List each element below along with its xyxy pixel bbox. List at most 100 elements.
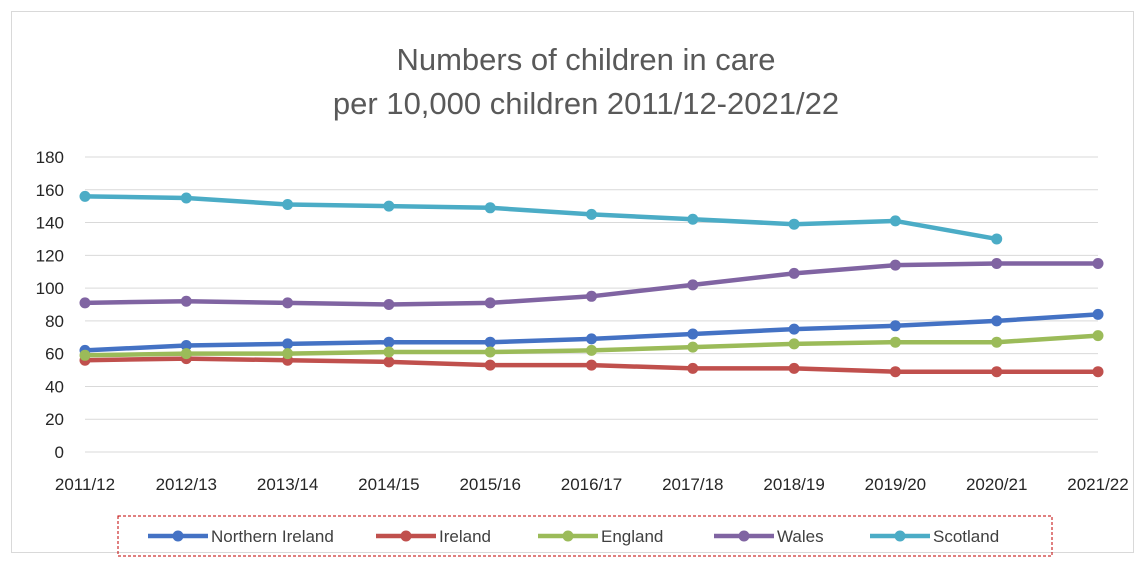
series-layer — [79, 190, 1104, 378]
data-point — [383, 336, 395, 348]
x-tick-label: 2019/20 — [865, 475, 926, 494]
data-point — [889, 366, 901, 378]
legend-swatch-marker — [172, 530, 184, 542]
series-england — [79, 330, 1104, 361]
data-point — [1092, 366, 1104, 378]
chart-title-line-2: per 10,000 children 2011/12-2021/22 — [333, 86, 839, 121]
data-point — [889, 215, 901, 227]
data-point — [586, 290, 597, 302]
legend: Northern Ireland Ireland England Wales Scotl… — [148, 527, 999, 546]
data-point — [687, 279, 699, 291]
data-point — [586, 208, 597, 220]
x-tick-label: 2021/22 — [1067, 475, 1128, 494]
data-point — [991, 258, 1003, 270]
data-point — [991, 366, 1003, 378]
chart-title-line-1: Numbers of children in care — [396, 42, 775, 77]
data-point — [1092, 330, 1104, 342]
series-line — [82, 194, 999, 242]
y-tick-label: 20 — [45, 410, 64, 429]
series-wales — [79, 258, 1104, 310]
series-scotland — [79, 190, 1003, 245]
x-axis-ticks: 2011/12 2012/13 2013/14 2014/15 2015/16 2016/… — [55, 475, 1129, 494]
legend-label: Scotland — [933, 527, 999, 546]
x-tick-label: 2020/21 — [966, 475, 1027, 494]
legend-box — [117, 515, 1053, 557]
data-point — [383, 346, 395, 358]
legend-item: England — [538, 527, 663, 546]
legend-swatch-marker — [894, 530, 906, 542]
data-point — [484, 336, 496, 348]
legend-item: Scotland — [870, 527, 999, 546]
data-point — [788, 362, 800, 374]
data-point — [991, 315, 1003, 327]
data-point — [484, 297, 496, 309]
legend-swatch-marker — [562, 530, 574, 542]
data-point — [889, 259, 901, 271]
x-tick-label: 2017/18 — [662, 475, 723, 494]
legend-item: Wales — [714, 527, 824, 546]
data-point — [889, 336, 901, 348]
x-tick-label: 2011/12 — [55, 475, 115, 494]
x-tick-label: 2014/15 — [358, 475, 419, 494]
y-tick-label: 140 — [36, 214, 64, 233]
legend-swatch-marker — [400, 530, 412, 542]
data-point — [586, 359, 597, 371]
y-tick-label: 40 — [45, 377, 64, 396]
series-ireland — [79, 353, 1104, 378]
data-point — [383, 200, 395, 212]
data-point — [687, 362, 699, 374]
data-point — [180, 192, 192, 204]
data-point — [788, 267, 800, 279]
x-tick-label: 2015/16 — [459, 475, 520, 494]
series-northern-ireland — [79, 308, 1104, 356]
data-point — [586, 333, 597, 345]
legend-item: Northern Ireland — [148, 527, 334, 546]
data-point — [1092, 308, 1104, 320]
legend-swatch-marker — [738, 530, 750, 542]
data-point — [484, 346, 496, 358]
data-point — [79, 190, 91, 202]
legend-label: England — [601, 527, 663, 546]
y-tick-label: 120 — [36, 246, 64, 265]
data-point — [586, 344, 597, 356]
legend-label: Wales — [777, 527, 824, 546]
data-point — [991, 233, 1003, 245]
legend-label: Ireland — [439, 527, 491, 546]
data-point — [180, 339, 192, 351]
data-point — [687, 213, 699, 225]
data-point — [788, 218, 800, 230]
y-tick-label: 60 — [45, 345, 64, 364]
data-point — [889, 320, 901, 332]
data-point — [282, 348, 294, 360]
data-point — [687, 328, 699, 340]
chart-frame — [11, 11, 1134, 553]
grid-layer — [85, 156, 1098, 453]
y-tick-label: 0 — [55, 443, 64, 462]
data-point — [79, 297, 91, 309]
data-point — [282, 199, 294, 211]
data-point — [383, 299, 395, 310]
data-point — [788, 323, 800, 335]
legend-label: Northern Ireland — [211, 527, 334, 546]
data-point — [383, 356, 395, 368]
x-tick-label: 2016/17 — [561, 475, 622, 494]
x-tick-label: 2013/14 — [257, 475, 318, 494]
data-point — [180, 348, 192, 360]
x-tick-label: 2012/13 — [156, 475, 217, 494]
data-point — [991, 336, 1003, 348]
data-point — [282, 338, 294, 350]
y-tick-label: 80 — [45, 312, 64, 331]
data-point — [484, 202, 496, 214]
data-point — [79, 349, 91, 361]
data-point — [687, 341, 699, 353]
data-point — [484, 359, 496, 371]
y-tick-label: 100 — [36, 279, 64, 298]
data-point — [282, 297, 294, 309]
data-point — [1092, 258, 1104, 270]
data-point — [788, 338, 800, 350]
x-tick-label: 2018/19 — [763, 475, 824, 494]
data-point — [180, 295, 192, 307]
legend-item: Ireland — [376, 527, 491, 546]
y-tick-label: 160 — [36, 181, 64, 200]
